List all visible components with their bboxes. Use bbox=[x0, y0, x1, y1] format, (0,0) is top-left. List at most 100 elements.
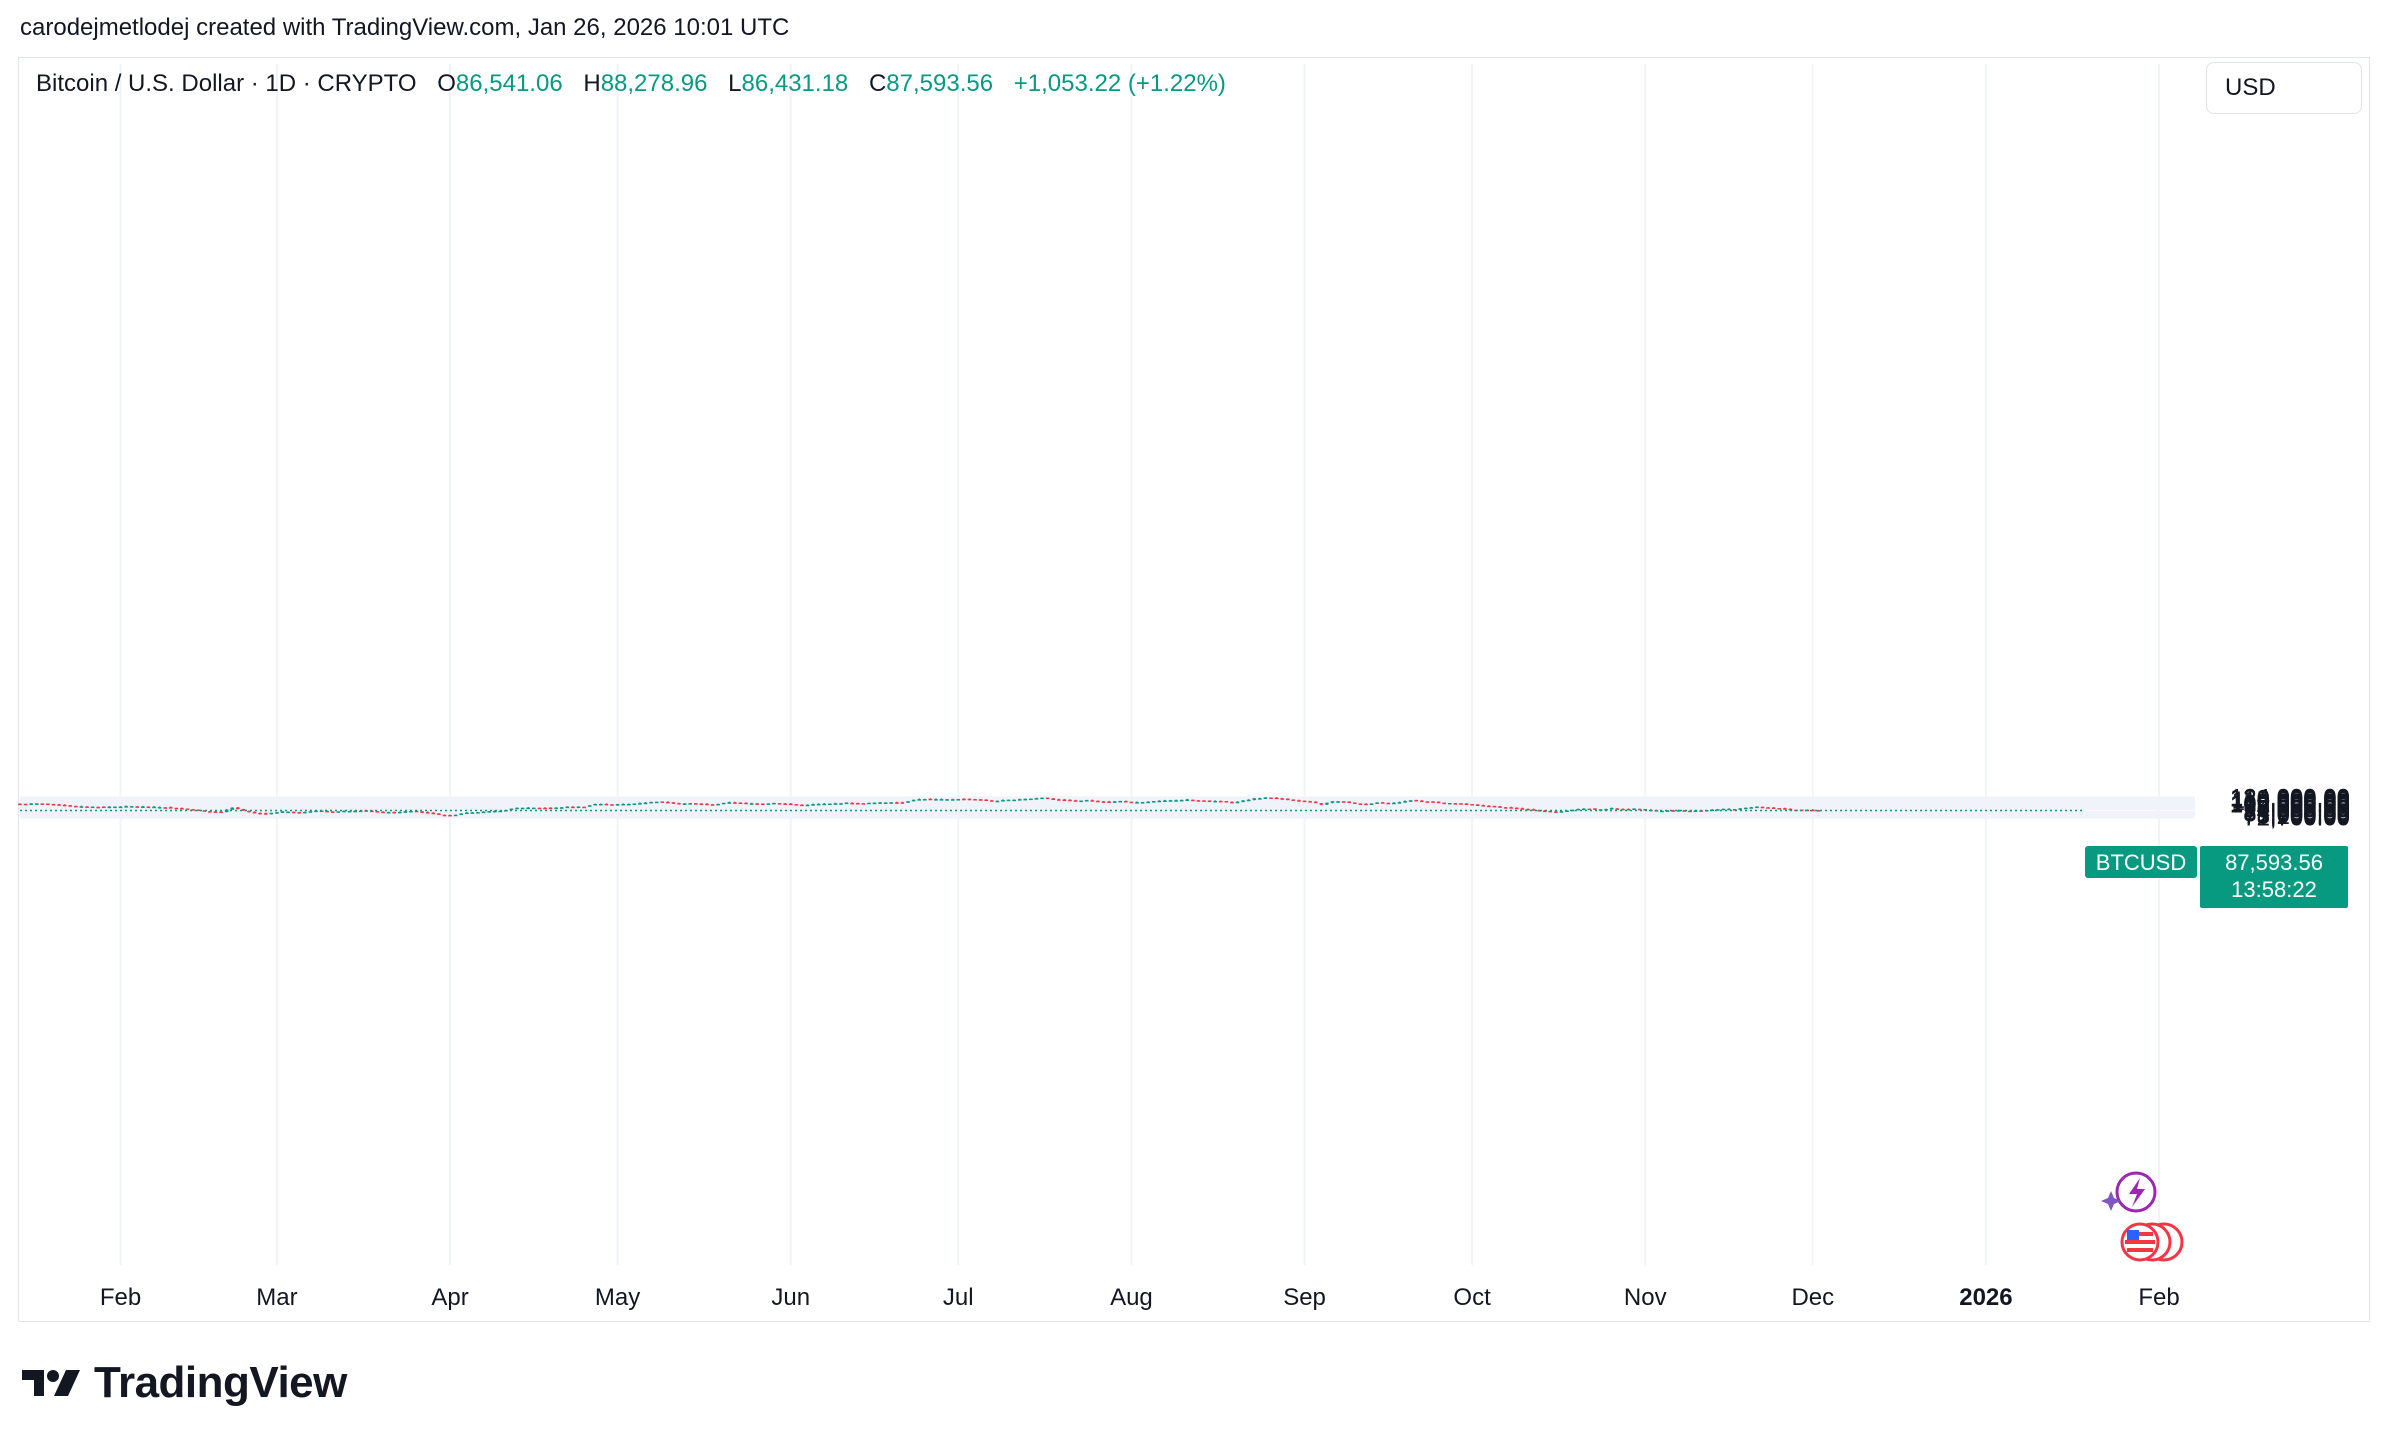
candle-body bbox=[1420, 800, 1424, 803]
candle-body bbox=[437, 813, 441, 815]
candle-body bbox=[989, 800, 994, 802]
candle-body bbox=[1587, 808, 1592, 811]
candle-body bbox=[1062, 799, 1067, 802]
candle-body bbox=[833, 803, 838, 805]
lightning-event-icon[interactable] bbox=[2101, 1171, 2157, 1213]
candle-body bbox=[34, 803, 39, 805]
candle-body bbox=[1626, 809, 1631, 811]
candle-body bbox=[1716, 809, 1720, 811]
candle-body bbox=[1676, 810, 1681, 812]
candle-body bbox=[1738, 808, 1742, 810]
candle-body bbox=[1481, 805, 1486, 807]
candle-body bbox=[1487, 805, 1491, 808]
candle-body bbox=[1157, 800, 1162, 803]
candle-body bbox=[1503, 807, 1508, 809]
candle-body bbox=[208, 811, 212, 813]
candle-body bbox=[520, 807, 525, 810]
candle-body bbox=[23, 803, 28, 806]
x-tick-label: Aug bbox=[1110, 1284, 1153, 1311]
candle-body bbox=[1693, 810, 1698, 812]
candle-body bbox=[995, 800, 1000, 803]
candle-body bbox=[1017, 799, 1022, 801]
candle-body bbox=[945, 799, 949, 801]
candle-body bbox=[196, 809, 201, 812]
candle-body bbox=[693, 803, 698, 805]
candle-body bbox=[1218, 800, 1223, 803]
y-tick-label: 78,000.00 bbox=[2243, 802, 2350, 829]
candle-body bbox=[816, 803, 821, 806]
x-tick-label: Nov bbox=[1624, 1284, 1667, 1311]
price-tag-countdown: 13:58:22 bbox=[2231, 877, 2317, 902]
candle-body bbox=[1459, 803, 1463, 805]
y-tick-label: 115,000.00 bbox=[2232, 787, 2350, 814]
candle-body bbox=[1632, 808, 1636, 810]
candle-body bbox=[1325, 802, 1329, 805]
candle-body bbox=[403, 811, 408, 813]
us-flag-event-icon[interactable] bbox=[2120, 1222, 2184, 1262]
y-tick-label: 84,000.00 bbox=[2243, 799, 2350, 826]
candle-body bbox=[928, 798, 933, 801]
candle-body bbox=[1749, 807, 1754, 809]
candle-body bbox=[1475, 804, 1480, 806]
candle-body bbox=[822, 803, 827, 806]
candle-body bbox=[1235, 801, 1240, 804]
candle-body bbox=[1447, 802, 1452, 805]
symbol-legend: Bitcoin / U.S. Dollar · 1D · CRYPTO O86,… bbox=[36, 70, 1226, 98]
candle-body bbox=[1291, 799, 1296, 801]
y-tick-label: 102,000.00 bbox=[2230, 792, 2350, 819]
symbol-tag: BTCUSD bbox=[2096, 850, 2186, 875]
candle-body bbox=[599, 803, 603, 806]
candle-body bbox=[353, 810, 357, 813]
candle-body bbox=[101, 806, 106, 809]
candle-body bbox=[1112, 801, 1117, 803]
candle-body bbox=[1140, 802, 1145, 804]
candle-body bbox=[465, 812, 469, 815]
tradingview-logo[interactable]: TradingView bbox=[22, 1358, 347, 1408]
x-tick-label: Feb bbox=[2138, 1284, 2179, 1311]
candle-body bbox=[788, 803, 793, 806]
candle-body bbox=[934, 799, 938, 801]
candle-body bbox=[129, 806, 134, 808]
candle-body bbox=[666, 801, 670, 804]
candle-body bbox=[1224, 801, 1229, 803]
candle-body bbox=[1034, 798, 1039, 800]
candle-body bbox=[381, 811, 385, 814]
candle-body bbox=[571, 806, 575, 809]
candle-body bbox=[476, 812, 480, 814]
candle-body bbox=[939, 799, 944, 801]
candle-body bbox=[1369, 803, 1374, 805]
candle-body bbox=[1191, 799, 1195, 802]
candle-body bbox=[1084, 800, 1089, 802]
candle-body bbox=[593, 803, 598, 806]
candle-body bbox=[1771, 807, 1776, 809]
candle-body bbox=[1688, 810, 1692, 813]
candle-body bbox=[956, 799, 961, 801]
candle-body bbox=[1174, 800, 1178, 802]
y-tick-label: 120,000.00 bbox=[2230, 786, 2350, 813]
candle-body bbox=[347, 810, 352, 813]
y-tick-label: 106,000.00 bbox=[2230, 790, 2350, 817]
candle-body bbox=[1090, 800, 1095, 802]
candle-body bbox=[74, 805, 78, 808]
candle-body bbox=[1682, 810, 1687, 812]
currency-button[interactable]: USD bbox=[2206, 62, 2362, 114]
candle-body bbox=[1023, 798, 1028, 801]
candle-body bbox=[1582, 808, 1586, 811]
candle-body bbox=[90, 806, 95, 809]
candle-body bbox=[1621, 808, 1625, 811]
candle-body bbox=[1185, 799, 1190, 801]
candle-body bbox=[1230, 801, 1234, 804]
candle-body bbox=[325, 810, 329, 813]
time-axis: Feb Mar Apr May Jun Jul Aug Sep Oct Nov Dec 2026 Feb bbox=[100, 1284, 2180, 1311]
candle-body bbox=[1660, 810, 1664, 813]
candle-body bbox=[1274, 797, 1279, 800]
candle-body bbox=[1593, 808, 1597, 810]
candle-body bbox=[1727, 808, 1731, 811]
candle-body bbox=[409, 811, 413, 813]
candle-body bbox=[29, 803, 33, 805]
candle-body bbox=[1520, 808, 1525, 810]
candle-body bbox=[286, 811, 290, 814]
candle-body bbox=[1258, 798, 1262, 800]
close-value: 87,593.56 bbox=[886, 70, 994, 97]
